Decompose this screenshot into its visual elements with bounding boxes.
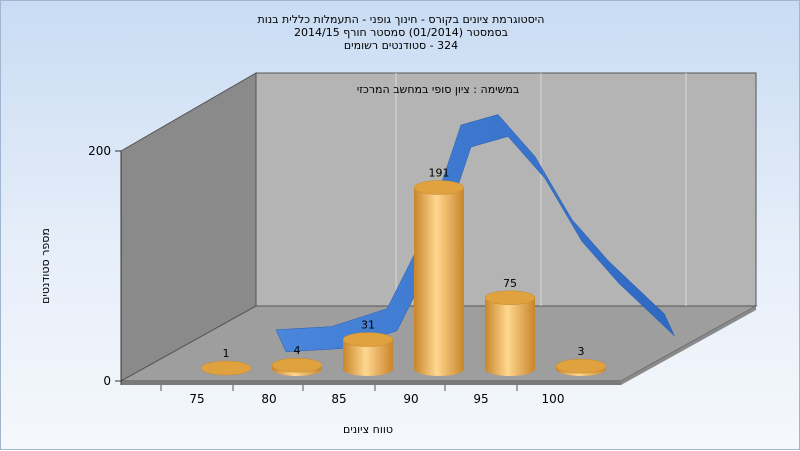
x-tick-label: 90 bbox=[403, 392, 418, 406]
floor-edge bbox=[121, 381, 621, 385]
bar bbox=[413, 180, 465, 376]
bar-top bbox=[413, 180, 465, 195]
bar-base bbox=[343, 362, 393, 376]
bar-top bbox=[342, 332, 394, 347]
data-label: 4 bbox=[294, 344, 301, 357]
floor-side-edge bbox=[621, 306, 756, 385]
x-tick-label: 80 bbox=[261, 392, 276, 406]
chart-caption: במשימה : ציון סופי במחשב המרכזי bbox=[357, 83, 520, 96]
chart-title-line: היסטוגרמת ציונים בקורס - חינוך גופני - ה… bbox=[258, 13, 545, 26]
bar bbox=[484, 290, 536, 376]
y-tick-label: 200 bbox=[88, 144, 111, 158]
x-tick-label: 100 bbox=[542, 392, 565, 406]
data-label: 75 bbox=[503, 277, 517, 290]
data-label: 3 bbox=[578, 345, 585, 358]
y-axis-title: מספר סטודנטים bbox=[39, 228, 52, 304]
y-tick-label: 0 bbox=[103, 374, 111, 388]
bar-top bbox=[484, 290, 536, 305]
x-tick-label: 95 bbox=[473, 392, 488, 406]
chart-title-line: 324 - סטודנטים רשומים bbox=[344, 39, 458, 52]
bar bbox=[200, 360, 252, 376]
back-wall bbox=[255, 72, 757, 307]
bar bbox=[342, 332, 394, 376]
chart-title-line: בסמסטר (01/2014) סמסטר חורף 2014/15 bbox=[294, 26, 508, 39]
bar-base bbox=[414, 362, 464, 376]
bar-body bbox=[485, 297, 535, 369]
bar-base bbox=[485, 362, 535, 376]
x-axis-title: טווח ציונים bbox=[343, 423, 393, 436]
x-tick-label: 75 bbox=[189, 392, 204, 406]
bar-top bbox=[555, 358, 607, 374]
bar-top bbox=[200, 360, 252, 376]
bar-top bbox=[271, 357, 323, 373]
data-label: 191 bbox=[429, 167, 450, 180]
data-label: 1 bbox=[223, 347, 230, 360]
data-label: 31 bbox=[361, 319, 375, 332]
bar bbox=[555, 358, 607, 376]
bar-body bbox=[414, 187, 464, 369]
x-tick-label: 85 bbox=[331, 392, 346, 406]
bar bbox=[271, 357, 323, 376]
